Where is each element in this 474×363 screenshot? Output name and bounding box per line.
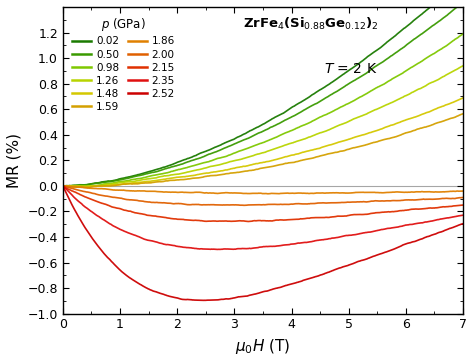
Text: $T$ = 2 K: $T$ = 2 K <box>324 62 378 76</box>
X-axis label: $\mu_0H$ (T): $\mu_0H$ (T) <box>235 337 291 356</box>
Legend: 0.02, 0.50, 0.98, 1.26, 1.48, 1.59, 1.86, 2.00, 2.15, 2.35, 2.52: 0.02, 0.50, 0.98, 1.26, 1.48, 1.59, 1.86… <box>68 12 179 116</box>
Y-axis label: MR (%): MR (%) <box>7 133 22 188</box>
Text: ZrFe$_4$(Si$_{0.88}$Ge$_{0.12}$)$_2$: ZrFe$_4$(Si$_{0.88}$Ge$_{0.12}$)$_2$ <box>243 16 379 32</box>
